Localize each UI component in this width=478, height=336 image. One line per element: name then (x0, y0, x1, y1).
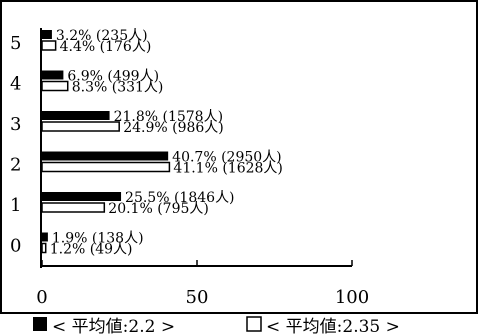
bar-series-2 (41, 161, 171, 173)
x-tick-label: 100 (335, 287, 369, 308)
y-tick-label: 3 (10, 114, 21, 135)
chart-marks: 0 50 100 5 3.2% (235人)4.4% (176人) 4 6.9% (499人… (10, 28, 369, 308)
bar-series-2 (41, 242, 47, 254)
data-label-series-2: 41.1% (1628人) (173, 161, 282, 177)
legend-swatch-series-1 (33, 317, 47, 331)
y-tick-label: 1 (10, 195, 21, 216)
bar-series-1 (42, 232, 48, 242)
bar-series-1 (42, 151, 169, 161)
y-tick-label: 5 (10, 33, 21, 54)
data-label-series-2: 8.3% (331人) (72, 80, 164, 96)
bar-series-2 (41, 202, 106, 213)
x-tick-label: 50 (186, 287, 209, 308)
legend: < 平均値:2.2 > < 平均値:2.35 > (33, 316, 400, 336)
bar-series-1 (42, 192, 122, 201)
data-label-series-1: 3.2% (235人) (56, 28, 148, 44)
data-label-series-2: 20.1% (795人) (108, 201, 209, 217)
legend-swatch-series-2 (246, 316, 262, 332)
legend-label-series-2: < 平均値:2.35 > (266, 317, 400, 336)
bar-series-1 (42, 70, 64, 80)
data-label-series-1: 21.8% (1578人) (114, 109, 223, 125)
data-label-series-1: 1.9% (138人) (52, 231, 144, 247)
bar-series-1 (42, 111, 110, 120)
data-label-series-1: 25.5% (1846人) (125, 190, 234, 206)
data-label-series-2: 4.4% (176人) (60, 39, 152, 55)
data-label-series-2: 24.9% (986人) (123, 120, 224, 136)
y-tick-label: 2 (10, 155, 21, 176)
data-label-series-1: 6.9% (499人) (67, 69, 159, 85)
data-label-series-2: 1.2% (49人) (50, 242, 133, 258)
legend-label-series-1: < 平均値:2.2 > (52, 317, 175, 336)
bar-series-2 (41, 121, 120, 132)
bar-series-2 (41, 40, 57, 51)
bar-series-1 (42, 30, 52, 39)
x-tick-label: 0 (36, 287, 47, 308)
y-tick-label: 0 (10, 236, 21, 257)
chart-frame (0, 0, 478, 314)
y-tick-label: 4 (10, 74, 21, 95)
bar-series-2 (41, 80, 69, 92)
data-label-series-1: 40.7% (2950人) (172, 150, 281, 166)
